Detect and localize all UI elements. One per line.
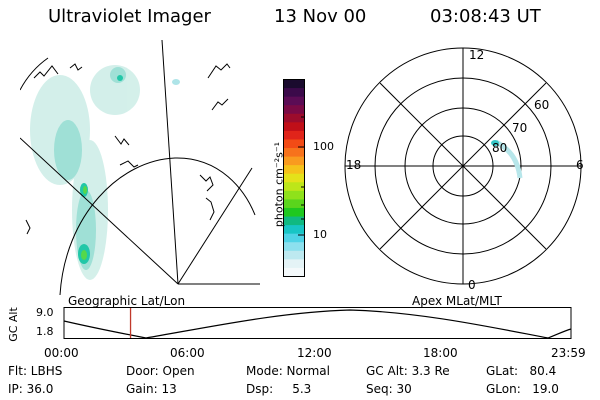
mlat-80: 80 [492,141,508,155]
colorbar-segment [283,139,305,149]
info-gc-alt: GC Alt: 3.3 Re [366,364,450,378]
colorbar-segment [283,207,305,218]
info-glat: GLat: 80.4 [486,364,557,378]
colorbar-segment [283,148,305,158]
mlt-12: 12 [469,48,485,62]
colorbar-segment [283,105,305,115]
polar-plot [344,47,582,285]
timeline-xtick-0000: 00:00 [44,346,79,360]
timeline-ytick-bottom: 1.8 [36,325,54,338]
polar-caption: Apex MLat/MLT [412,294,502,308]
mlt-0: 0 [468,278,476,292]
instrument-title: Ultraviolet Imager [48,6,211,27]
colorbar-segment [283,199,305,209]
info-dsp: Dsp: 5.3 [246,382,312,396]
altitude-curve [63,309,572,339]
timeline-xtick-0600: 06:00 [170,346,205,360]
timeline-xtick-2359: 23:59 [551,346,586,360]
polar-aurora-arc [494,139,523,179]
colorbar-segment [283,216,305,226]
colorbar-segment [283,96,305,106]
colorbar-segment [283,242,305,252]
colorbar [283,79,305,278]
geographic-map [20,40,260,295]
colorbar-unit-label: photon cm⁻²s⁻¹ [272,141,286,228]
colorbar-segment [283,130,305,141]
mlt-6: 6 [576,158,584,172]
mlat-60: 60 [534,98,550,112]
date-label: 13 Nov 00 [274,6,367,27]
info-filter: Flt: LBHS [8,364,63,378]
colorbar-segment [283,225,305,235]
timeline-xtick-1200: 12:00 [297,346,332,360]
colorbar-segment [283,190,305,201]
timeline-ytick-top: 9.0 [36,306,54,319]
colorbar-segment [283,182,305,192]
colorbar-segment [283,79,305,89]
colorbar-tick-100: 100 [313,140,334,153]
mlt-18: 18 [346,158,362,172]
colorbar-segment [283,122,305,132]
geo-caption: Geographic Lat/Lon [68,294,186,308]
colorbar-segment [283,165,305,175]
colorbar-segment [283,173,305,183]
colorbar-segment [283,113,305,123]
info-seq: Seq: 30 [366,382,412,396]
colorbar-segment [283,88,305,98]
timeline-xtick-1800: 18:00 [423,346,458,360]
colorbar-segment [283,259,305,269]
colorbar-tick-10: 10 [313,228,327,241]
colorbar-segment [283,233,305,243]
colorbar-segment [283,156,305,166]
timeline-ylabel: GC Alt [6,307,20,342]
timeline-plot [63,307,572,339]
info-mode: Mode: Normal [246,364,330,378]
time-label: 03:08:43 UT [430,6,541,27]
info-ip: IP: 36.0 [8,382,54,396]
info-door: Door: Open [126,364,195,378]
mlat-70: 70 [512,121,528,135]
colorbar-segment [283,267,305,278]
info-gain: Gain: 13 [126,382,177,396]
info-glon: GLon: 19.0 [486,382,559,396]
colorbar-segment [283,250,305,260]
